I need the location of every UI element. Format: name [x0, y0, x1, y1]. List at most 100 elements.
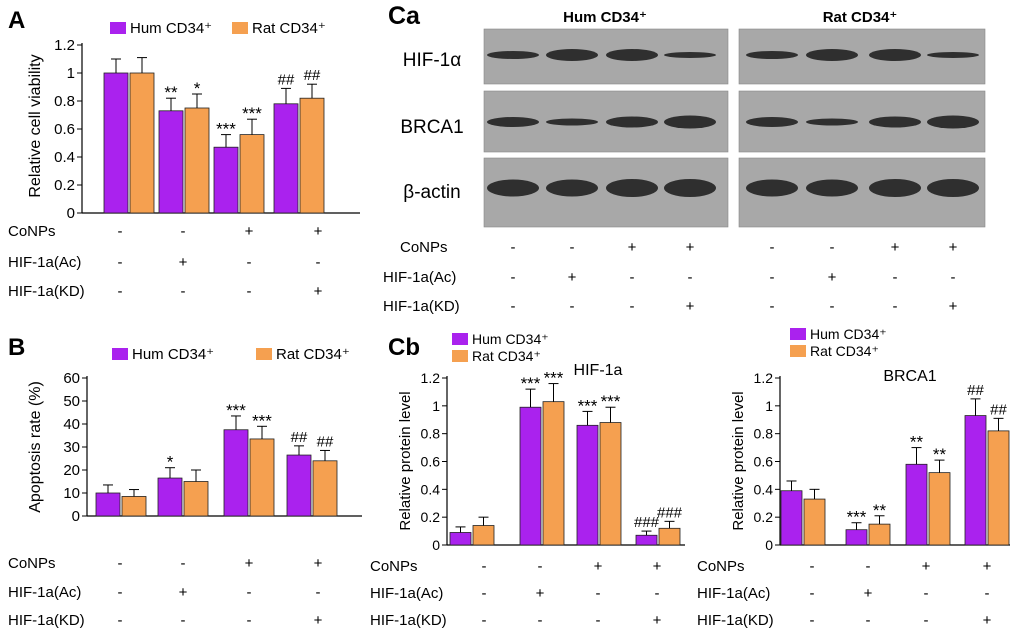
legend-swatch-rat	[452, 350, 468, 362]
blot-band	[487, 179, 539, 197]
bar	[635, 534, 658, 546]
condition-sign: -	[866, 612, 871, 629]
blot-condition-sign: +	[686, 239, 695, 256]
condition-sign: -	[538, 558, 543, 575]
blot-condition-sign: -	[688, 269, 693, 286]
y-axis-label: Relative protein level	[397, 391, 414, 530]
blot-band	[606, 116, 658, 128]
bar	[928, 472, 951, 546]
significance-label: ***	[544, 369, 564, 388]
bar	[987, 430, 1010, 546]
legend-label-rat: Rat CD34⁺	[276, 346, 350, 363]
significance-label: ###	[657, 504, 683, 521]
blot-band	[746, 179, 798, 197]
bar	[183, 481, 209, 517]
blot-band	[869, 179, 921, 197]
y-axis-label: Apoptosis rate (%)	[27, 381, 44, 513]
condition-label: HIF-1a(KD)	[8, 612, 85, 629]
blot-band	[546, 179, 598, 197]
blot-condition-sign: -	[630, 269, 635, 286]
condition-sign: +	[245, 555, 254, 572]
y-tick-label: 0.2	[754, 509, 774, 525]
significance-label: *	[167, 453, 174, 472]
blot-condition-label: HIF-1a(KD)	[383, 298, 460, 315]
y-tick-label: 1	[67, 65, 75, 82]
panel-label: B	[8, 334, 25, 361]
y-tick-label: 0.6	[54, 121, 75, 138]
blot-condition-sign: -	[830, 298, 835, 315]
condition-sign: -	[181, 555, 186, 572]
condition-sign: -	[596, 585, 601, 602]
blot-condition-sign: +	[568, 269, 577, 286]
condition-sign: -	[924, 612, 929, 629]
condition-sign: +	[179, 254, 188, 271]
y-tick-label: 1	[765, 398, 773, 414]
blot-band	[606, 179, 658, 197]
blot-band	[664, 179, 716, 197]
blot-condition-sign: -	[770, 269, 775, 286]
blot-condition-sign: +	[949, 239, 958, 256]
blot-row-label-hif1a: HIF-1α	[403, 50, 462, 71]
blot-condition-sign: -	[511, 269, 516, 286]
condition-sign: +	[245, 223, 254, 240]
blot-condition-sign: -	[770, 298, 775, 315]
panel-label-ca: Ca	[388, 2, 421, 30]
chart-cb-hif1a: Cb HIF-1a Relative protein level 0 0.2 0.4 0.6…	[370, 331, 685, 629]
condition-sign: +	[536, 585, 545, 602]
condition-sign: -	[316, 254, 321, 271]
significance-label: ***	[242, 104, 262, 123]
condition-sign: -	[316, 584, 321, 601]
legend-swatch-hum	[110, 22, 126, 34]
condition-sign: -	[596, 612, 601, 629]
blot-condition-sign: -	[951, 269, 956, 286]
bar	[845, 529, 868, 546]
blot-condition-sign: +	[686, 298, 695, 315]
bar	[868, 523, 891, 546]
blot-band	[927, 179, 979, 197]
western-blot-ca: Ca Hum CD34⁺ Rat CD34⁺ HIF-1α BRCA1 β-ac…	[383, 2, 986, 315]
bar	[312, 460, 338, 517]
condition-sign: -	[482, 558, 487, 575]
significance-label: ###	[634, 514, 660, 531]
condition-sign: -	[247, 584, 252, 601]
bar	[905, 463, 928, 546]
y-tick-label: 40	[63, 416, 80, 433]
y-tick-label: 0.4	[421, 481, 441, 497]
blot-condition-sign: +	[828, 269, 837, 286]
bar	[286, 454, 312, 517]
significance-label: ***	[601, 392, 621, 411]
condition-sign: +	[653, 558, 662, 575]
y-tick-label: 0.6	[754, 454, 774, 470]
condition-sign: -	[985, 585, 990, 602]
blot-row-label-brca1: BRCA1	[400, 117, 463, 138]
y-tick-label: 30	[63, 439, 80, 456]
blot-band	[927, 52, 979, 58]
condition-label: HIF-1a(Ac)	[697, 585, 770, 602]
bar	[449, 532, 472, 546]
condition-label: HIF-1a(Ac)	[370, 585, 443, 602]
condition-sign: +	[922, 558, 931, 575]
condition-sign: +	[314, 223, 323, 240]
blot-band	[546, 118, 598, 126]
blot-condition-label: HIF-1a(Ac)	[383, 269, 456, 286]
blot-condition-sign: -	[570, 239, 575, 256]
condition-sign: -	[181, 223, 186, 240]
blot-condition-sign: -	[830, 239, 835, 256]
significance-label: **	[910, 433, 924, 452]
blot-band	[746, 51, 798, 59]
condition-sign: -	[924, 585, 929, 602]
significance-label: *	[194, 79, 201, 98]
chart-cb-brca1: BRCA1 Relative protein level 0 0.2 0.4 0.6 0.8…	[697, 326, 1010, 629]
bar	[658, 527, 681, 546]
blot-condition-sign: -	[630, 298, 635, 315]
condition-label: HIF-1a(KD)	[697, 612, 774, 629]
bar	[103, 72, 129, 214]
significance-label: ***	[216, 120, 236, 139]
condition-label: CoNPs	[8, 555, 56, 572]
condition-sign: -	[118, 254, 123, 271]
condition-label: HIF-1a(Ac)	[8, 254, 81, 271]
bar	[158, 110, 184, 214]
condition-sign: +	[864, 585, 873, 602]
legend-swatch-rat	[256, 348, 272, 360]
